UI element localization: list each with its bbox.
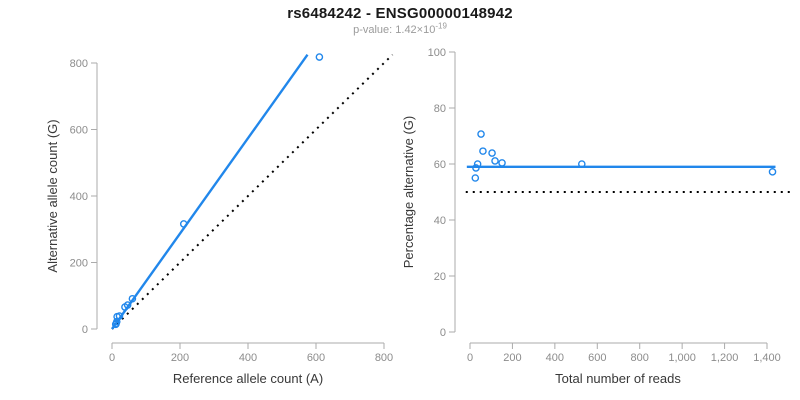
y-tick-label: 40 [434,215,446,227]
y-axis-title: Percentage alternative (G) [401,116,416,268]
x-tick-label: 1,200 [711,352,739,364]
data-point [479,147,487,155]
reference-line [111,53,394,330]
plot-allele-counts: 0 200 400 600 800 0 200 400 600 800 Reference alle… [45,53,394,386]
x-tick-label: 0 [467,352,473,364]
x-axis-title: Total number of reads [555,371,681,386]
data-point [471,174,480,182]
data-point [498,159,506,167]
x-tick-label: 800 [631,352,649,364]
data-point [477,130,485,138]
fit-line [111,53,309,330]
y-tick-label: 60 [434,159,446,171]
y-tick-label: 200 [70,258,88,270]
data-point [115,312,124,320]
x-tick-label: 800 [375,352,393,364]
y-tick-label: 600 [70,125,88,137]
y-tick-label: 800 [70,58,88,70]
page-title: rs6484242 - ENSG00000148942 [287,5,513,22]
y-tick-label: 0 [82,324,88,336]
x-tick-label: 1,000 [668,352,696,364]
pvalue-exponent: -19 [435,21,447,31]
plot-percentage-vs-depth: 0 20 40 60 80 100 0 200 400 600 800 1,000 1,200 1,400… [401,47,791,386]
data-point [179,220,188,228]
data-point [123,301,132,309]
data-point [315,53,324,61]
y-tick-label: 0 [440,327,446,339]
y-tick-label: 20 [434,271,446,283]
x-tick-label: 200 [171,352,189,364]
data-point [768,168,777,176]
x-axis-title: Reference allele count (A) [173,371,323,386]
data-point [473,160,482,168]
pvalue-subtitle: p-value: 1.42×10-19 [0,21,800,36]
x-tick-label: 400 [239,352,257,364]
y-tick-label: 400 [70,191,88,203]
data-point [577,160,586,168]
x-tick-label: 1,400 [753,352,781,364]
data-point [491,157,499,165]
pvalue-label: p-value: 1.42×10 [353,24,436,36]
x-tick-label: 0 [109,352,115,364]
data-point [472,164,480,172]
y-tick-label: 80 [434,103,446,115]
y-tick-label: 100 [428,47,446,59]
x-tick-label: 200 [503,352,521,364]
x-tick-label: 400 [546,352,564,364]
x-tick-label: 600 [588,352,606,364]
data-point [128,294,137,303]
x-tick-label: 600 [307,352,325,364]
data-point [488,149,496,157]
y-axis-title: Alternative allele count (G) [45,119,60,272]
